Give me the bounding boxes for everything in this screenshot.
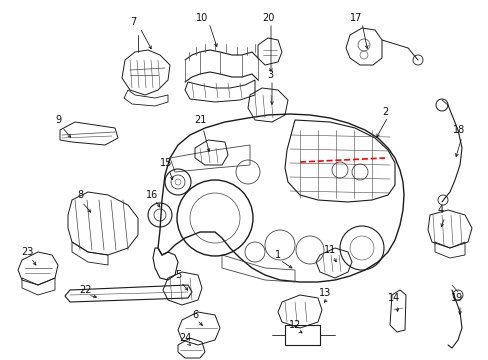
Text: 10: 10 [196, 13, 208, 23]
Text: 5: 5 [175, 270, 181, 280]
Text: 3: 3 [266, 70, 272, 80]
Text: 15: 15 [160, 158, 172, 168]
Text: 9: 9 [55, 115, 61, 125]
Text: 4: 4 [437, 205, 443, 215]
Text: 16: 16 [145, 190, 158, 200]
Text: 14: 14 [387, 293, 399, 303]
Text: 8: 8 [77, 190, 83, 200]
Text: 22: 22 [79, 285, 91, 295]
Text: 6: 6 [192, 310, 198, 320]
Text: 19: 19 [450, 293, 462, 303]
Text: 23: 23 [21, 247, 33, 257]
Text: 7: 7 [130, 17, 136, 27]
Text: 13: 13 [318, 288, 330, 298]
Text: 2: 2 [381, 107, 387, 117]
Text: 18: 18 [452, 125, 464, 135]
Text: 17: 17 [349, 13, 362, 23]
Text: 1: 1 [274, 250, 281, 260]
Text: 11: 11 [323, 245, 335, 255]
Text: 20: 20 [261, 13, 274, 23]
Text: 12: 12 [288, 320, 301, 330]
Text: 21: 21 [193, 115, 206, 125]
Text: 24: 24 [179, 333, 191, 343]
